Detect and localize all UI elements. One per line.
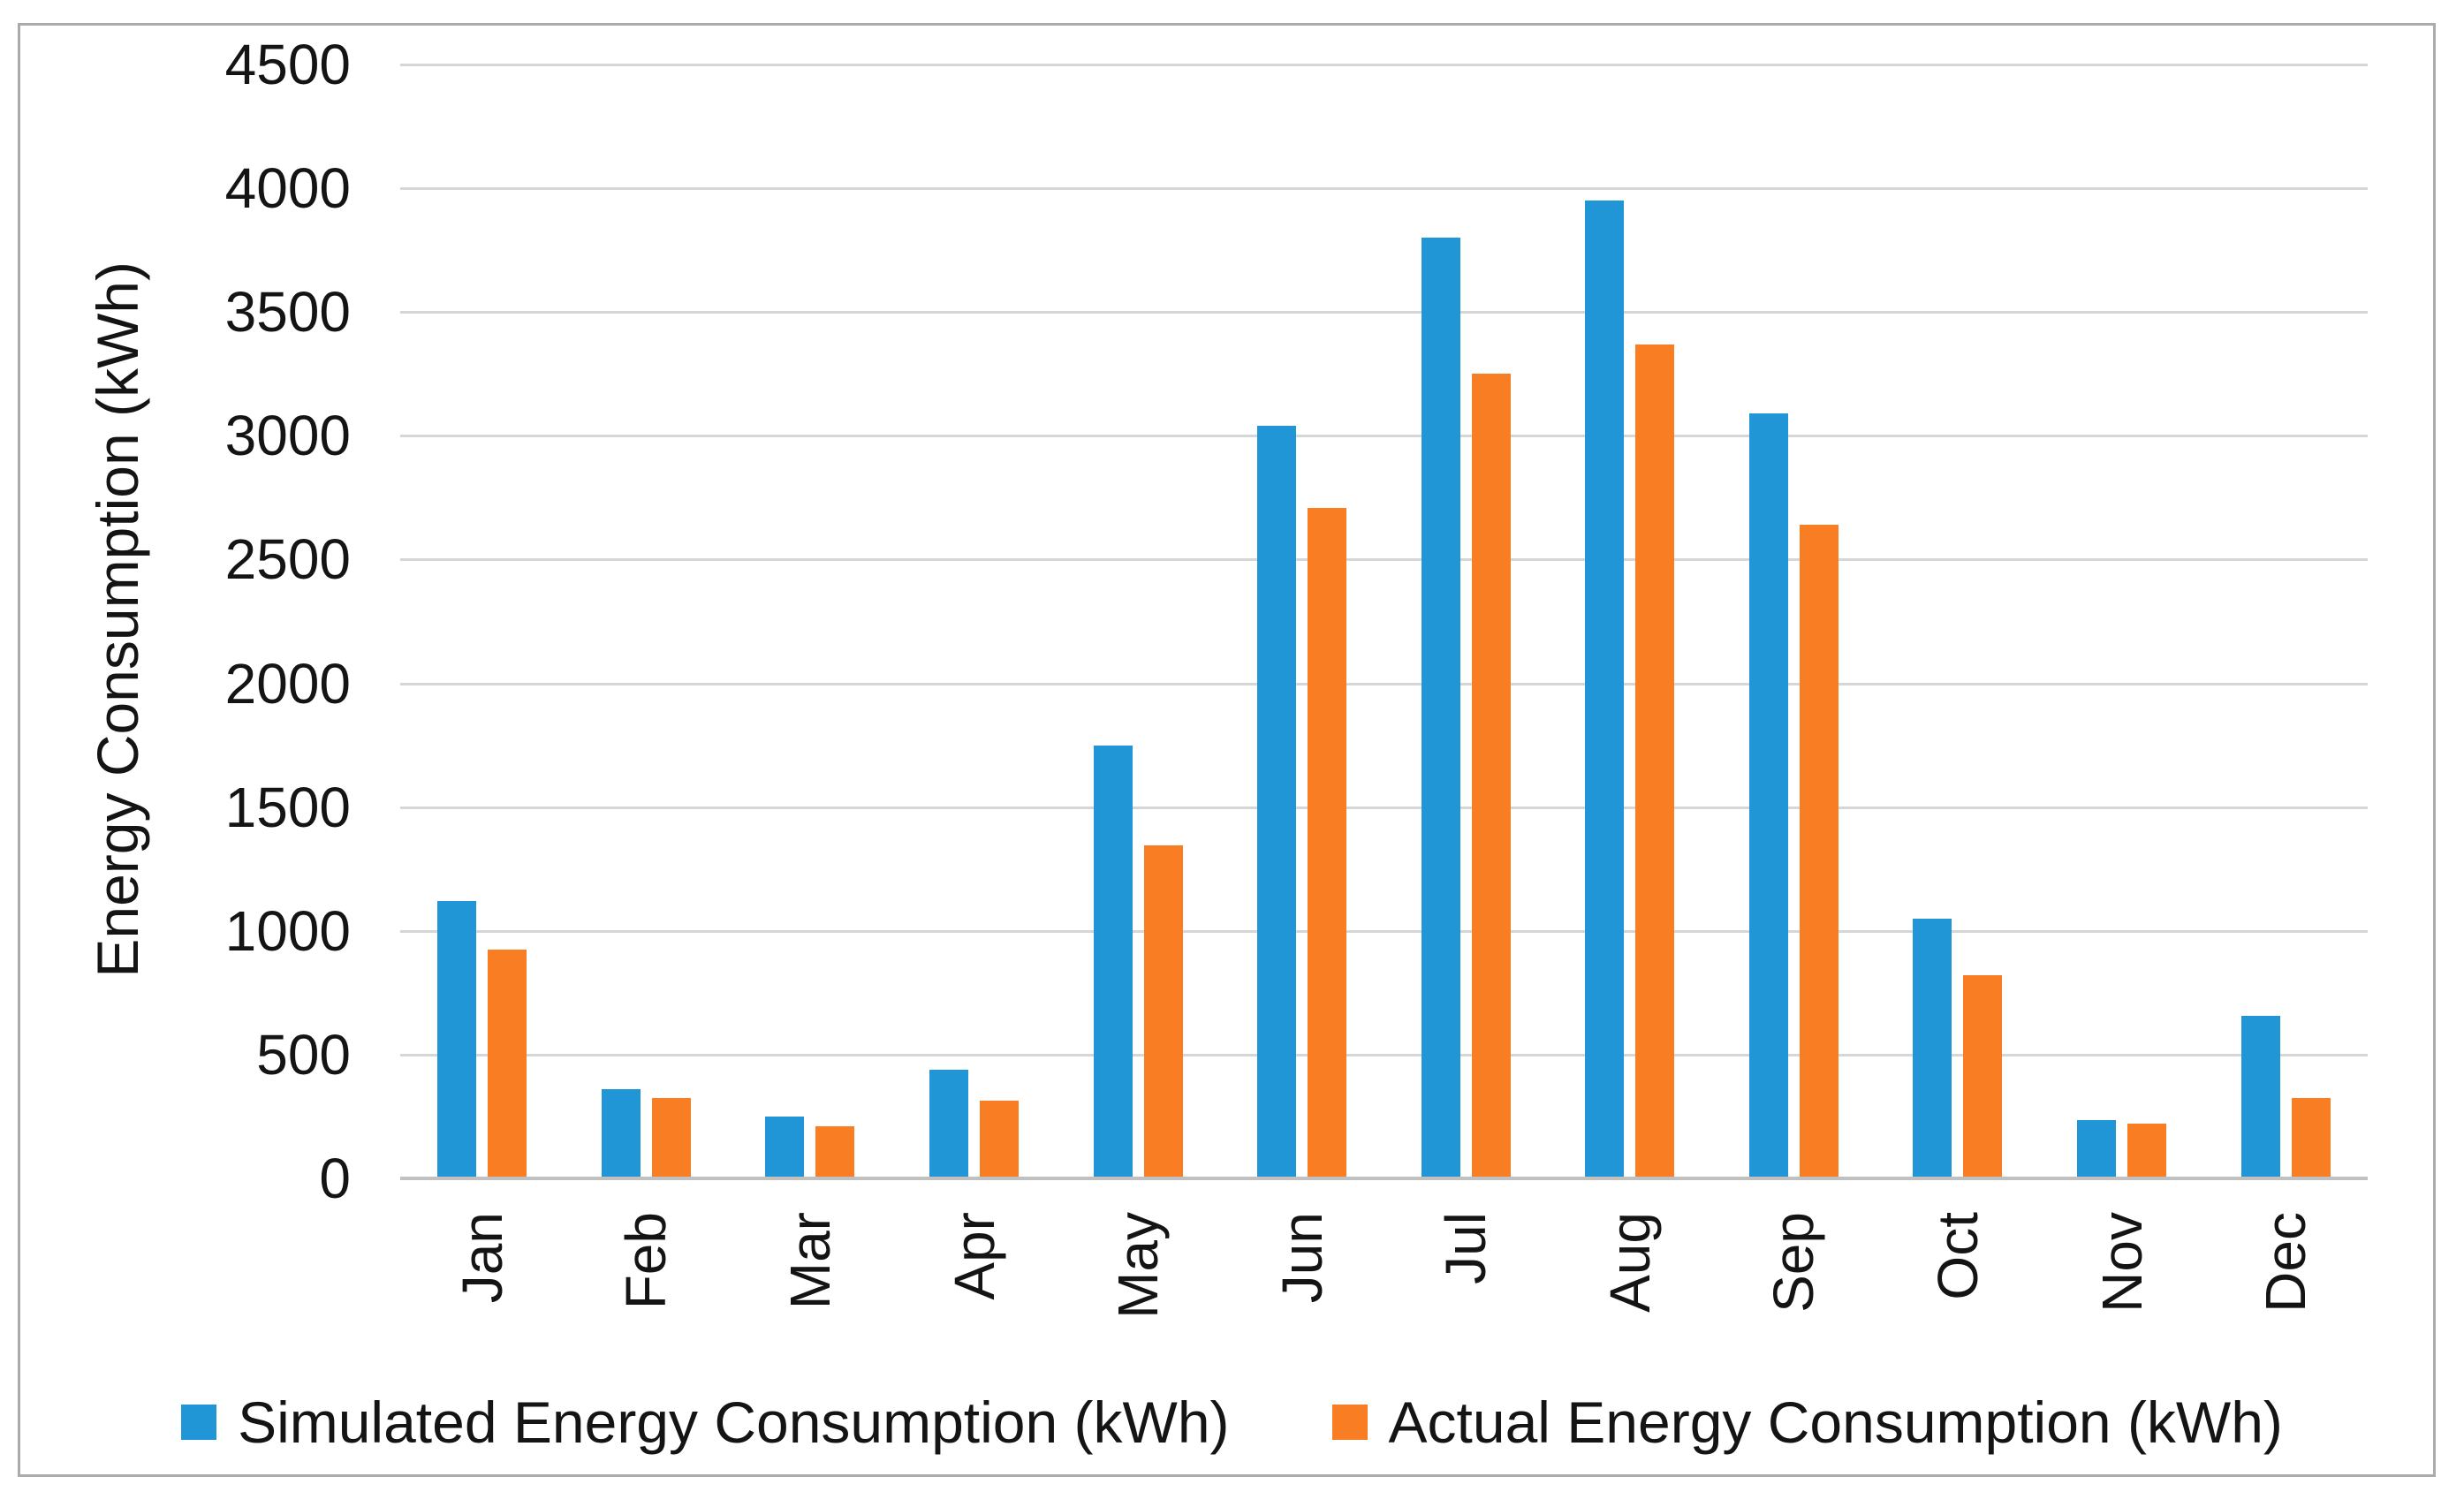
y-tick-label-2000: 2000 [224, 651, 351, 716]
x-axis-line [400, 1177, 2368, 1180]
x-label-cell-may: May [1056, 1212, 1220, 1389]
bar-group-jan [400, 64, 565, 1178]
gridline-3500 [400, 311, 2368, 314]
x-axis-label-oct: Oct [1925, 1212, 1990, 1300]
chart-border-frame [18, 23, 2436, 1477]
x-axis-label-sep: Sep [1762, 1212, 1826, 1313]
x-label-cell-feb: Feb [565, 1212, 729, 1389]
bar-actual-oct [1963, 975, 2003, 1178]
bar-simulated-may [1093, 745, 1133, 1178]
bar-simulated-feb [601, 1089, 641, 1178]
bar-simulated-apr [929, 1069, 969, 1178]
bar-simulated-jul [1421, 238, 1460, 1178]
gridline-4500 [400, 64, 2368, 66]
y-tick-label-0: 0 [319, 1147, 351, 1210]
y-tick-label-2500: 2500 [224, 527, 351, 592]
bar-group-apr [892, 64, 1057, 1178]
x-axis-label-jul: Jul [1434, 1212, 1498, 1284]
bar-simulated-aug [1585, 201, 1625, 1178]
bar-group-aug [1548, 64, 1712, 1178]
x-axis-label-jun: Jun [1270, 1212, 1334, 1304]
plot-area [400, 64, 2368, 1180]
y-tick-label-3000: 3000 [224, 404, 351, 468]
x-axis-label-dec: Dec [2254, 1212, 2318, 1313]
bar-actual-apr [980, 1100, 1020, 1178]
y-tick-label-3500: 3500 [224, 280, 351, 345]
bar-group-mar [728, 64, 892, 1178]
x-label-cell-dec: Dec [2203, 1212, 2368, 1389]
bar-simulated-sep [1748, 413, 1788, 1178]
x-axis-labels: Jan Feb Mar Apr May Jun Jul Aug Sep Oct Nov Dec [400, 1212, 2368, 1389]
gridline-1000 [400, 929, 2368, 933]
x-label-cell-mar: Mar [728, 1212, 892, 1389]
bar-actual-jan [488, 949, 527, 1178]
bar-group-feb [565, 64, 729, 1178]
x-axis-label-nov: Nov [2089, 1212, 2154, 1313]
legend-label: Simulated Energy Consumption (kWh) [238, 1390, 1230, 1455]
y-tick-label-1000: 1000 [224, 898, 351, 963]
x-axis-label-mar: Mar [777, 1212, 842, 1310]
x-label-cell-jan: Jan [400, 1212, 565, 1389]
bar-actual-jun [1308, 507, 1347, 1178]
legend-swatch-actual [1331, 1405, 1368, 1440]
legend-item-actual: Actual Energy Consumption (kWh) [1331, 1390, 2283, 1455]
bar-group-jun [1220, 64, 1384, 1178]
x-label-cell-nov: Nov [2040, 1212, 2204, 1389]
bar-actual-sep [1799, 525, 1839, 1178]
bar-group-sep [1712, 64, 1876, 1178]
legend-item-simulated: Simulated Energy Consumption (kWh) [181, 1390, 1230, 1455]
y-tick-label-4500: 4500 [224, 33, 351, 96]
legend-swatch-simulated [181, 1405, 217, 1440]
x-axis-label-may: May [1106, 1212, 1171, 1319]
bar-group-jul [1384, 64, 1548, 1178]
bar-simulated-mar [765, 1116, 805, 1178]
bar-groups [400, 64, 2368, 1178]
bar-group-may [1056, 64, 1220, 1178]
x-label-cell-jul: Jul [1384, 1212, 1548, 1389]
bar-actual-jul [1471, 374, 1511, 1178]
bar-actual-mar [815, 1126, 855, 1178]
x-label-cell-jun: Jun [1220, 1212, 1384, 1389]
bar-actual-dec [2291, 1097, 2331, 1178]
bar-actual-nov [2127, 1124, 2167, 1178]
bar-group-oct [1876, 64, 2040, 1178]
bar-group-dec [2203, 64, 2368, 1178]
gridline-2000 [400, 682, 2368, 685]
bar-simulated-nov [2077, 1120, 2117, 1178]
y-tick-label-500: 500 [256, 1022, 351, 1087]
gridline-3000 [400, 435, 2368, 438]
bar-actual-may [1143, 845, 1183, 1178]
gridline-1500 [400, 806, 2368, 809]
x-label-cell-apr: Apr [892, 1212, 1057, 1389]
legend-label: Actual Energy Consumption (kWh) [1388, 1390, 2283, 1455]
x-label-cell-aug: Aug [1548, 1212, 1712, 1389]
x-label-cell-oct: Oct [1876, 1212, 2040, 1389]
y-tick-label-1500: 1500 [224, 775, 351, 839]
x-axis-label-jan: Jan [450, 1212, 514, 1304]
x-axis-label-aug: Aug [1597, 1212, 1662, 1313]
x-axis-label-apr: Apr [942, 1212, 1006, 1300]
gridline-500 [400, 1053, 2368, 1056]
y-tick-label-4000: 4000 [224, 156, 351, 221]
gridline-4000 [400, 187, 2368, 191]
bar-simulated-jun [1257, 426, 1297, 1178]
x-label-cell-sep: Sep [1712, 1212, 1876, 1389]
legend: Simulated Energy Consumption (kWh) Actual… [0, 1390, 2464, 1454]
x-axis-label-feb: Feb [614, 1212, 679, 1310]
bar-actual-feb [651, 1097, 691, 1178]
bar-simulated-jan [437, 901, 477, 1178]
bar-simulated-oct [1913, 918, 1952, 1178]
bar-simulated-dec [2240, 1016, 2280, 1178]
bar-group-nov [2040, 64, 2204, 1178]
gridline-2500 [400, 558, 2368, 562]
y-axis-tick-labels: 0 500 1000 1500 2000 2500 3000 3500 4000 4500 [0, 36, 351, 1207]
bar-actual-aug [1635, 344, 1675, 1178]
